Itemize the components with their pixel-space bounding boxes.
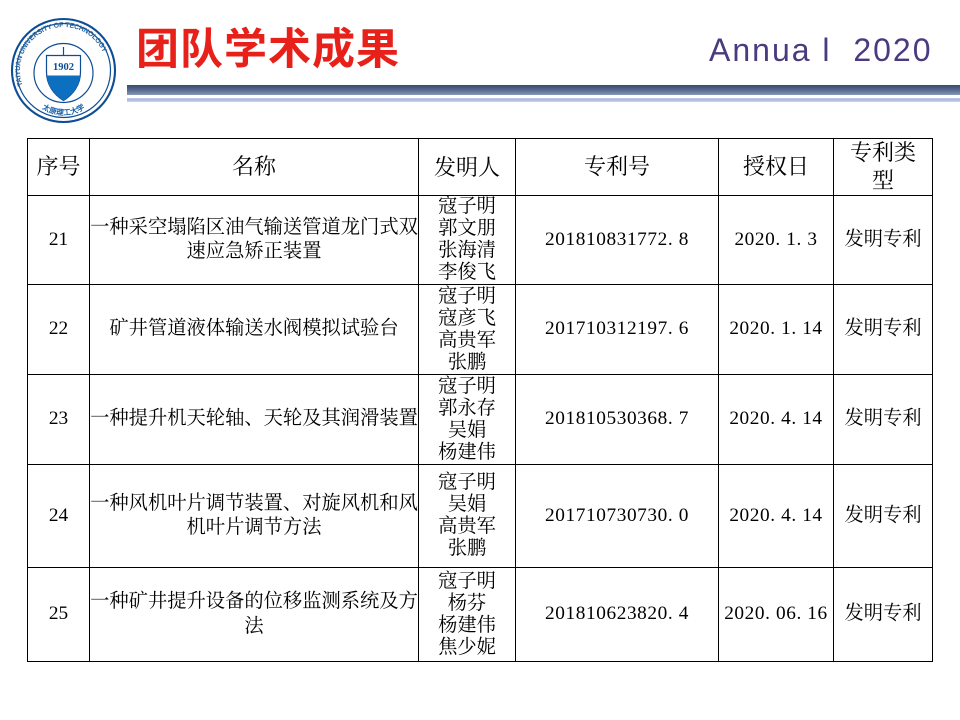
svg-text:1902: 1902	[53, 62, 74, 73]
